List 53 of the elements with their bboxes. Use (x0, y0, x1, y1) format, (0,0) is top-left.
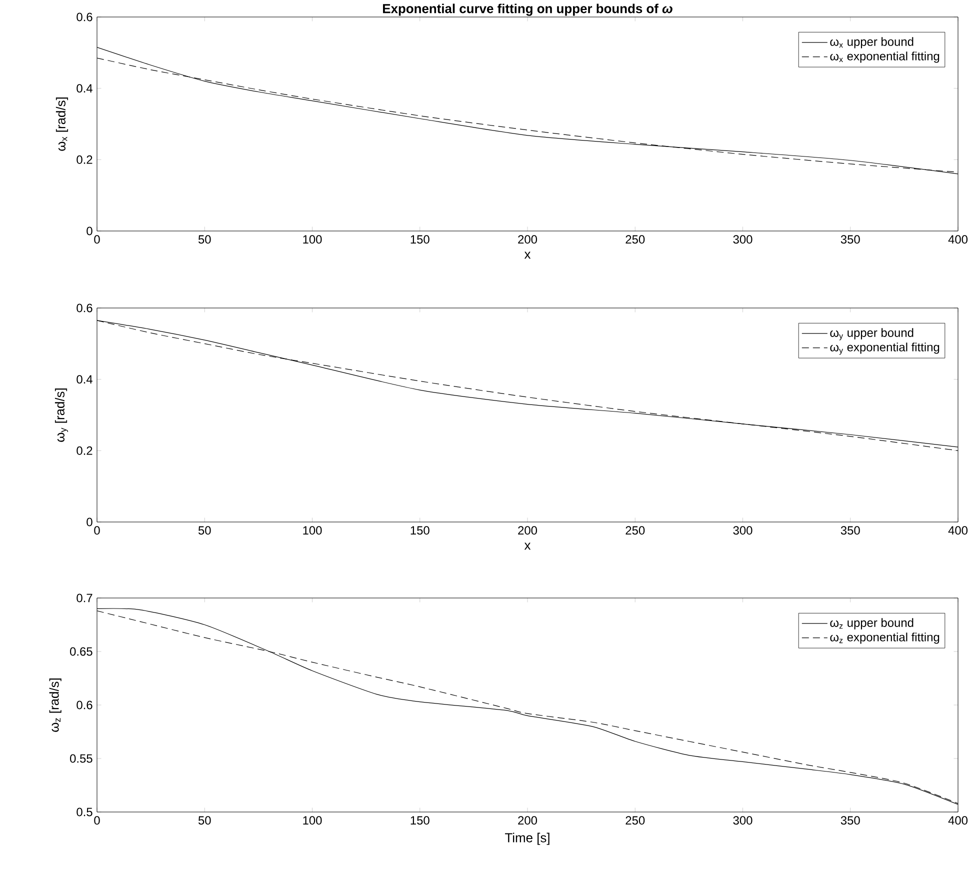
chart-title: Exponential curve fitting on upper bounds of ω (383, 4, 672, 16)
y-tick-label: 0 (86, 518, 92, 526)
y-tick-label: 0.7 (76, 594, 92, 602)
x-tick-label: 250 (626, 235, 645, 244)
y-tick-label: 0.4 (76, 375, 92, 384)
x-tick-label: 50 (198, 526, 211, 535)
x-axis-title: x (524, 542, 531, 550)
x-tick-label: 300 (733, 526, 752, 535)
y-axis-title: ω$_{z}$ [rad/s] (49, 678, 62, 732)
x-tick-label: 200 (518, 816, 538, 825)
x-tick-label: 150 (410, 526, 430, 535)
x-tick-label: 350 (840, 526, 860, 535)
y-tick-label: 0.6 (76, 304, 92, 312)
y-tick-label: 0.6 (76, 700, 92, 710)
x-tick-label: 100 (303, 816, 322, 825)
legend-label: ω$_{y}$ upper bound (830, 328, 914, 340)
x-tick-label: 200 (518, 526, 538, 535)
y-tick-label: 0 (86, 226, 92, 236)
x-tick-label: 400 (948, 816, 968, 825)
x-tick-label: 50 (198, 816, 211, 825)
x-tick-label: 0 (94, 526, 100, 535)
y-tick-label: 0.65 (70, 647, 92, 656)
x-tick-label: 250 (626, 526, 645, 535)
legend-label: ω$_{y}$ exponential fitting (830, 342, 940, 355)
x-tick-label: 200 (518, 235, 538, 244)
x-tick-label: 50 (198, 235, 211, 244)
x-tick-label: 0 (94, 816, 100, 825)
y-tick-label: 0.4 (76, 84, 92, 93)
x-tick-label: 300 (733, 816, 752, 825)
y-tick-label: 0.2 (76, 446, 92, 455)
y-axis-title: ω$_{y}$ [rad/s] (54, 388, 68, 442)
y-axis-title: ω$_{x}$ [rad/s] (56, 98, 68, 151)
y-tick-label: 0.5 (76, 808, 92, 816)
x-tick-label: 300 (733, 235, 752, 244)
legend-label: ω$_{z}$ exponential fitting (830, 632, 940, 644)
x-tick-label: 250 (626, 816, 645, 825)
x-axis-title: x (524, 252, 531, 259)
legend-label: ω$_{x}$ upper bound (830, 37, 914, 48)
y-tick-label: 0.55 (70, 754, 92, 763)
x-tick-label: 100 (303, 235, 322, 244)
x-tick-label: 350 (840, 816, 860, 825)
legend-label: ω$_{z}$ upper bound (830, 618, 914, 630)
x-tick-label: 100 (303, 526, 322, 535)
x-tick-label: 0 (94, 235, 100, 244)
x-tick-label: 400 (948, 526, 968, 535)
x-axis-title: Time [s] (505, 832, 550, 845)
y-tick-label: 0.2 (76, 155, 92, 164)
x-tick-label: 350 (840, 235, 860, 244)
x-tick-label: 400 (948, 235, 968, 244)
x-tick-label: 150 (410, 235, 430, 244)
x-tick-label: 150 (410, 816, 430, 825)
y-tick-label: 0.6 (76, 12, 92, 22)
legend-label: ω$_{x}$ exponential fitting (830, 52, 940, 63)
